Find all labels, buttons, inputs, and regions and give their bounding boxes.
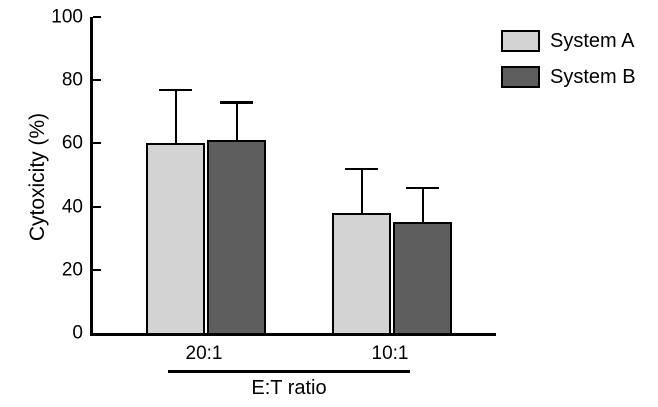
y-tick-label-0: 0	[72, 322, 83, 344]
category-label-10-1: 10:1	[371, 343, 409, 364]
bar-system-a-20-1	[146, 143, 205, 335]
error-cap-system-b-10-1	[406, 186, 439, 190]
legend-swatch-system-a	[501, 30, 540, 52]
legend-label-system-b: System B	[550, 66, 636, 88]
error-bar-system-b-20-1	[235, 102, 238, 141]
error-cap-system-a-10-1	[345, 167, 378, 171]
legend-label-system-a: System A	[550, 30, 635, 52]
category-label-20-1: 20:1	[185, 343, 223, 364]
bar-system-b-10-1	[393, 222, 452, 335]
legend-item-system-b: System B	[501, 66, 636, 88]
x-axis-line	[90, 333, 496, 336]
y-tick-label-40: 40	[61, 196, 83, 218]
y-tick-label-60: 60	[61, 132, 83, 154]
y-tick-80	[92, 79, 101, 82]
y-axis-line	[90, 17, 93, 335]
x-axis-group-underline	[168, 370, 410, 373]
y-tick-label-20: 20	[61, 259, 83, 281]
y-tick-label-80: 80	[61, 69, 83, 91]
error-bar-system-a-20-1	[174, 89, 177, 144]
bar-system-a-10-1	[332, 212, 391, 335]
legend-item-system-a: System A	[501, 30, 636, 52]
error-cap-system-a-20-1	[159, 88, 192, 92]
y-axis-title: Cytoxicity (%)	[26, 112, 49, 242]
y-tick-label-100: 100	[51, 6, 83, 28]
y-tick-60	[92, 142, 101, 145]
x-axis-title: E:T ratio	[251, 377, 327, 399]
error-bar-system-b-10-1	[421, 187, 424, 223]
y-tick-20	[92, 268, 101, 271]
bar-system-b-20-1	[207, 140, 266, 335]
y-tick-100	[92, 16, 101, 18]
error-bar-system-a-10-1	[360, 168, 363, 213]
error-cap-system-b-20-1	[220, 101, 253, 104]
legend: System A System B	[501, 30, 636, 102]
y-tick-40	[92, 205, 101, 208]
legend-swatch-system-b	[501, 66, 540, 88]
